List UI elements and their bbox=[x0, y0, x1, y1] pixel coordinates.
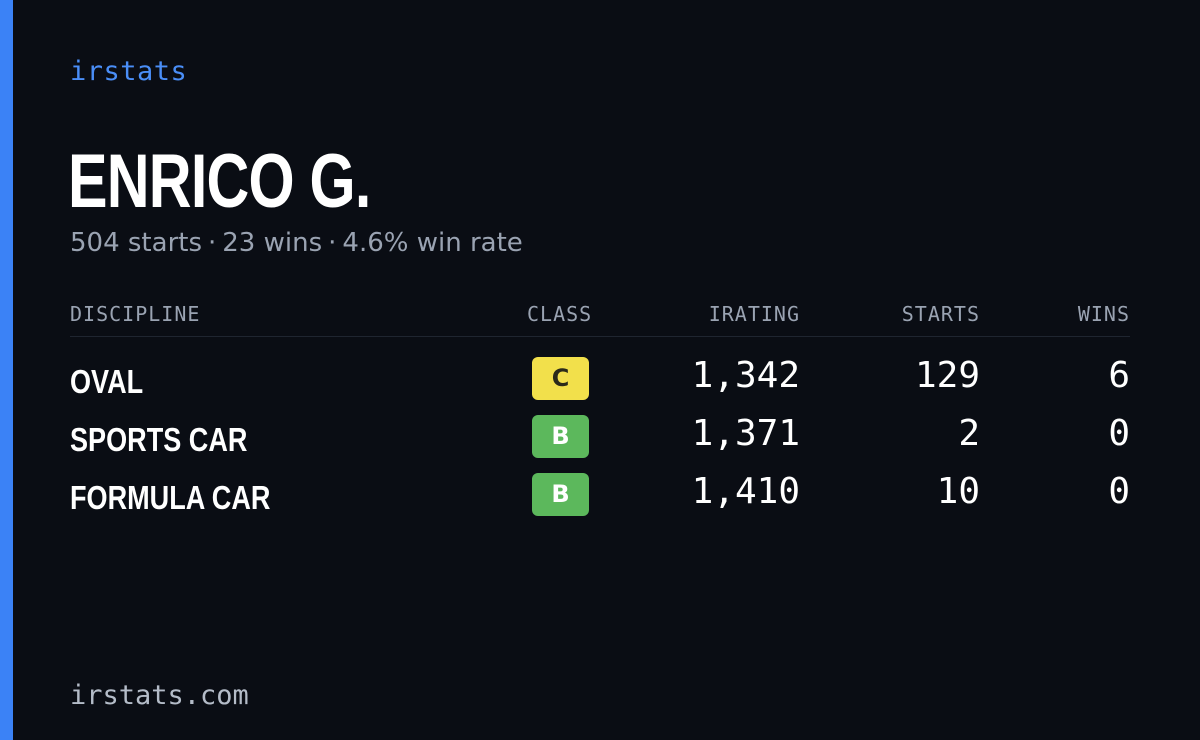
starts-summary: 504 starts bbox=[70, 228, 202, 258]
summary-separator: · bbox=[328, 228, 337, 258]
accent-bar bbox=[0, 0, 13, 740]
player-summary: 504 starts · 23 wins · 4.6% win rate bbox=[70, 228, 523, 258]
wins-value: 0 bbox=[1108, 471, 1130, 512]
win-rate-summary: 4.6% win rate bbox=[342, 228, 523, 258]
irating-value: 1,342 bbox=[691, 355, 800, 396]
table-row: SPORTS CAR B 1,371 2 0 bbox=[70, 395, 1130, 458]
header-class: CLASS bbox=[527, 302, 593, 326]
header-wins: WINS bbox=[1077, 302, 1130, 326]
irating-value: 1,410 bbox=[691, 471, 800, 512]
discipline-name: FORMULA CAR bbox=[70, 479, 271, 516]
header-discipline: DISCIPLINE bbox=[70, 302, 201, 326]
class-badge: B bbox=[532, 415, 589, 458]
class-badge: B bbox=[532, 473, 589, 516]
class-badge: C bbox=[532, 357, 589, 400]
table-row: OVAL C 1,342 129 6 bbox=[70, 337, 1130, 400]
starts-value: 129 bbox=[914, 355, 980, 396]
brand-logo: irstats bbox=[70, 56, 188, 87]
discipline-name: OVAL bbox=[70, 363, 144, 400]
table-header: DISCIPLINE CLASS IRATING STARTS WINS bbox=[70, 296, 1130, 337]
header-starts: STARTS bbox=[901, 302, 980, 326]
irating-value: 1,371 bbox=[691, 413, 800, 454]
stats-table: DISCIPLINE CLASS IRATING STARTS WINS OVA… bbox=[70, 296, 1130, 516]
wins-value: 0 bbox=[1108, 413, 1130, 454]
starts-value: 10 bbox=[936, 471, 980, 512]
header-irating: IRATING bbox=[708, 302, 800, 326]
player-name: ENRICO G. bbox=[68, 139, 371, 224]
wins-value: 6 bbox=[1108, 355, 1130, 396]
table-row: FORMULA CAR B 1,410 10 0 bbox=[70, 453, 1130, 516]
wins-summary: 23 wins bbox=[222, 228, 323, 258]
summary-separator: · bbox=[208, 228, 217, 258]
discipline-name: SPORTS CAR bbox=[70, 421, 248, 458]
footer-url[interactable]: irstats.com bbox=[70, 680, 249, 711]
starts-value: 2 bbox=[958, 413, 980, 454]
